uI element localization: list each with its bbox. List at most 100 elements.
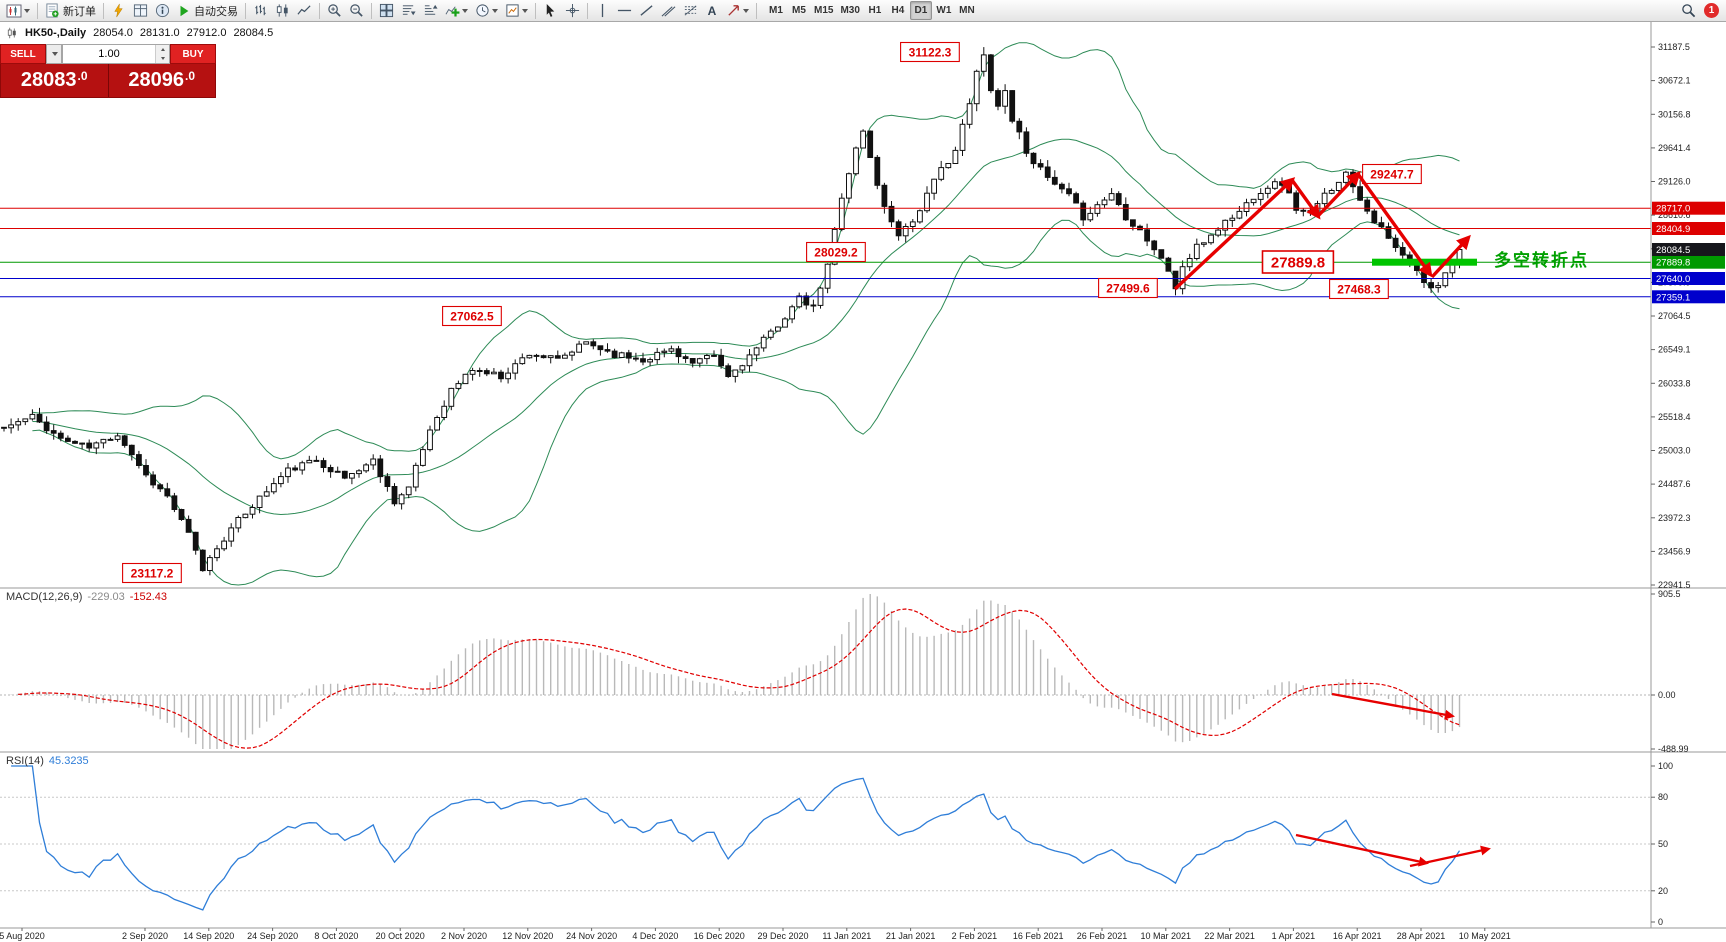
chevron-down-icon <box>24 8 30 13</box>
price-tag <box>1652 201 1725 215</box>
ann-layer: 31122.3 29247.7 28029.2 27062.5 23117.2 27499… <box>122 41 1587 868</box>
timeframe-H1[interactable]: H1 <box>864 1 886 20</box>
buy-price-int: 28096 <box>128 69 185 91</box>
data-window-button[interactable] <box>152 1 173 20</box>
volume-increase-button[interactable] <box>156 45 169 54</box>
price-callout <box>1362 163 1422 185</box>
date-label: 2 Feb 2021 <box>952 931 998 941</box>
timeframe-MN[interactable]: MN <box>956 1 978 20</box>
tile-windows-button[interactable] <box>376 1 397 20</box>
zoom-in-button[interactable] <box>324 1 345 20</box>
periods-button[interactable] <box>472 1 501 20</box>
price-tag-label: 28404.9 <box>1656 224 1690 235</box>
price-callout <box>122 562 182 584</box>
horizontal-line-tool-button[interactable] <box>614 1 635 20</box>
sell-button[interactable]: SELL <box>0 44 46 64</box>
timeframe-M30[interactable]: M30 <box>837 1 862 20</box>
fibonacci-tool-button[interactable] <box>680 1 701 20</box>
search-icon <box>1682 4 1696 18</box>
volume-decrease-button[interactable] <box>156 54 169 63</box>
price-callout <box>806 241 866 263</box>
crosshair-button[interactable] <box>562 1 583 20</box>
timeframe-M1[interactable]: M1 <box>765 1 787 20</box>
y-axis-label: 26033.8 <box>1658 378 1691 388</box>
toolbar-separator <box>245 2 246 19</box>
timeframe-M15[interactable]: M15 <box>811 1 836 20</box>
notification-badge[interactable]: 1 <box>1704 3 1719 18</box>
chart-mini-icon <box>7 27 16 39</box>
buy-button[interactable]: BUY <box>170 44 216 64</box>
trendline-tool-button[interactable] <box>636 1 657 20</box>
market-watch-button[interactable] <box>130 1 151 20</box>
new-order-icon <box>46 3 59 18</box>
price-tag-label: 28084.5 <box>1656 245 1690 256</box>
zoom-out-button[interactable] <box>346 1 367 20</box>
macd-layer <box>0 594 1651 749</box>
sell-price[interactable]: 28083.0 <box>1 64 108 97</box>
data-window-icon <box>155 3 170 18</box>
bar-chart-icon <box>255 4 266 16</box>
volume-spinner <box>155 45 169 63</box>
trend-arrow <box>1290 179 1321 220</box>
rsi-axis-label: 0 <box>1658 917 1663 927</box>
timeframe-D1[interactable]: D1 <box>909 1 932 20</box>
bands-layer <box>32 42 1460 586</box>
rsi-axis-label: 100 <box>1658 761 1673 771</box>
macd-value-main: -229.03 <box>87 591 125 603</box>
indicators-button[interactable] <box>442 1 471 20</box>
date-label: 8 Oct 2020 <box>314 931 358 941</box>
y-axis-label: 28610.6 <box>1658 210 1691 220</box>
chart-window-button[interactable] <box>3 1 33 20</box>
bar-chart-button[interactable] <box>250 1 271 20</box>
ohlc-low: 27912.0 <box>186 27 227 39</box>
timeframe-M5[interactable]: M5 <box>788 1 810 20</box>
date-label: 10 May 2021 <box>1459 931 1511 941</box>
channel-tool-button[interactable] <box>658 1 679 20</box>
arrange-ascending-button[interactable] <box>398 1 419 20</box>
timeframe-H4[interactable]: H4 <box>887 1 909 20</box>
autotrade-button[interactable]: 自动交易 <box>174 1 241 20</box>
new-order-button[interactable]: 新订单 <box>42 1 99 20</box>
channel-icon <box>661 6 676 17</box>
price-callout-label: 31122.3 <box>909 45 952 59</box>
sort-descending-icon <box>424 4 438 15</box>
trend-arrow <box>1430 234 1471 279</box>
order-type-dropdown[interactable] <box>46 44 62 64</box>
text-tool-button[interactable]: A <box>702 1 722 20</box>
arrange-descending-button[interactable] <box>420 1 441 20</box>
price-tag-label: 27640.0 <box>1656 274 1690 285</box>
one-click-trading-button[interactable] <box>108 1 129 20</box>
trend-arrow <box>1409 845 1491 868</box>
date-label: 16 Dec 2020 <box>694 931 745 941</box>
search-button[interactable] <box>1678 1 1699 20</box>
timeframe-W1[interactable]: W1 <box>933 1 955 20</box>
y-axis-label: 30672.1 <box>1658 76 1691 86</box>
zoom-out-icon <box>350 4 363 17</box>
rsi-indicator-label: RSI(14) 45.3235 <box>6 755 89 767</box>
trade-panel-controls: SELL BUY <box>0 44 216 64</box>
price-tag-label: 27889.8 <box>1656 258 1690 269</box>
rsi-value: 45.3235 <box>48 755 89 767</box>
price-tag <box>1652 243 1725 256</box>
rsi-layer <box>0 765 1651 911</box>
line-chart-button[interactable] <box>294 1 315 20</box>
price-callout <box>442 305 502 327</box>
price-callout-label: 28029.2 <box>814 245 858 259</box>
templates-button[interactable] <box>502 1 531 20</box>
date-label: 2 Sep 2020 <box>122 931 168 941</box>
candles-layer <box>1 47 1463 576</box>
arrows-tool-button[interactable] <box>723 1 752 20</box>
buy-price[interactable]: 28096.0 <box>107 64 216 97</box>
date-label: 21 Jan 2021 <box>886 931 936 941</box>
ohlc-open: 28054.0 <box>93 27 133 39</box>
chevron-down-icon <box>462 8 468 13</box>
toolbar: 新订单 自动交易 A M1 M5 M15 M <box>0 0 1726 22</box>
market-watch-icon <box>133 4 148 17</box>
cursor-button[interactable] <box>540 1 561 20</box>
candlestick-chart-button[interactable] <box>272 1 293 20</box>
y-axis-label: 25003.0 <box>1658 446 1691 456</box>
vertical-line-tool-button[interactable] <box>592 1 613 20</box>
volume-input[interactable] <box>63 45 155 63</box>
rsi-axis-label: 80 <box>1658 792 1668 802</box>
